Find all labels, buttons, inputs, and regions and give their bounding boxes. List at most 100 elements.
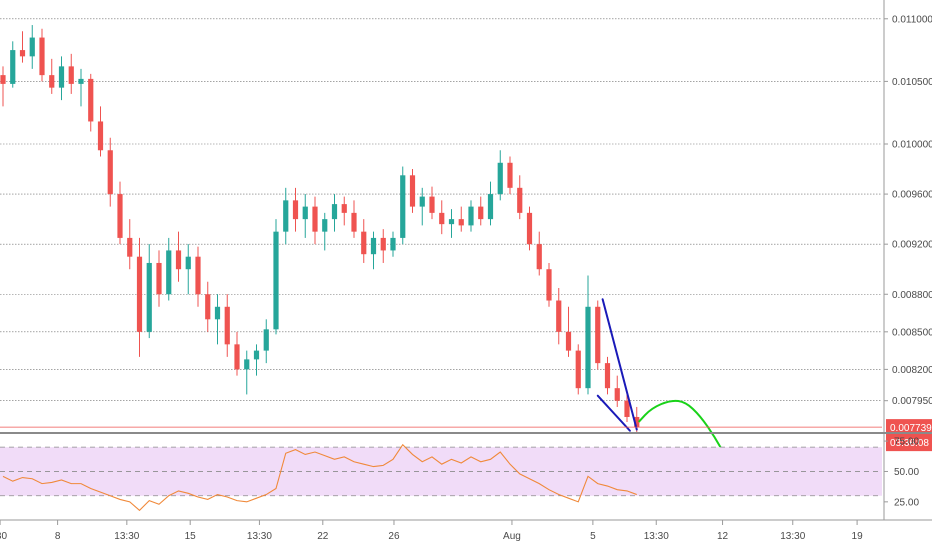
candle-down	[634, 416, 640, 427]
candle-up	[487, 194, 494, 220]
last-price-label: 0.007739	[890, 423, 932, 434]
candle-down	[49, 75, 55, 88]
candle-down	[97, 121, 104, 151]
rsi-line	[2, 443, 637, 512]
candle-down	[604, 363, 611, 389]
time-tick-label: 8	[55, 531, 61, 542]
candle-down	[526, 212, 533, 245]
time-tick-label: 13:30	[780, 531, 805, 542]
time-tick-label: 13:30	[644, 531, 669, 542]
candle-up	[497, 162, 503, 195]
candle-down	[478, 206, 484, 220]
candle-up	[78, 78, 84, 84]
candle-down	[292, 200, 299, 220]
candle-down	[439, 212, 445, 225]
candle-up	[263, 329, 269, 351]
candle-down	[429, 196, 435, 213]
candle-up	[273, 231, 279, 330]
candle-down	[224, 306, 230, 345]
candle-up	[468, 206, 474, 226]
price-tick-label: 0.007950	[892, 396, 932, 407]
price-tick-label: 0.008500	[892, 327, 932, 338]
candle-up	[146, 262, 152, 332]
candle-down	[0, 75, 6, 84]
candle-down	[39, 37, 45, 76]
candle-down	[156, 262, 162, 295]
candle-down	[546, 269, 552, 301]
candle-up	[253, 350, 260, 360]
candle-up	[58, 66, 65, 88]
trend-line	[601, 298, 638, 431]
candle-up	[283, 200, 289, 232]
candle-down	[624, 400, 630, 417]
time-tick-label: 19	[852, 531, 864, 542]
time-tick-label: 22	[317, 531, 329, 542]
candle-down	[556, 300, 562, 332]
last-price-badge	[886, 419, 932, 452]
candle-down	[536, 244, 542, 270]
candle-up	[390, 237, 396, 251]
candle-up	[322, 219, 328, 232]
candle-down	[175, 250, 182, 270]
time-tick-label: 13:30	[247, 531, 272, 542]
candle-up	[370, 237, 377, 255]
price-tick-label: 0.010500	[892, 77, 932, 88]
candle-down	[575, 350, 581, 389]
candle-down	[195, 256, 201, 295]
candle-down	[614, 388, 620, 401]
candle-down	[380, 237, 386, 251]
candle-down	[458, 219, 464, 226]
candle-up	[400, 175, 406, 238]
price-axis[interactable]: 0.011000 0.010500 0.010000 0.009600 0.009200…	[883, 0, 932, 520]
candle-up	[185, 256, 191, 270]
candle-down	[88, 78, 94, 122]
candle-down	[127, 237, 133, 257]
price-tick-label: 0.008200	[892, 365, 932, 376]
time-tick-label: 15	[185, 531, 197, 542]
rsi-axis[interactable]: 75.00 50.00 25.00	[884, 437, 919, 509]
candle-down	[517, 187, 523, 213]
candle-down	[136, 256, 143, 332]
candle-up	[585, 306, 591, 389]
candle-up	[419, 196, 425, 207]
rsi-tick-label: 75.00	[894, 437, 919, 448]
candle-down	[19, 50, 26, 57]
rsi-tick-label: 25.00	[894, 497, 919, 508]
candlesticks	[0, 25, 640, 432]
candle-down	[361, 231, 367, 255]
time-tick-label: :30	[0, 531, 7, 542]
price-tick-label: 0.011000	[892, 14, 932, 25]
time-tick-label: 12	[717, 531, 729, 542]
candle-up	[302, 206, 308, 220]
projection-curve	[637, 399, 729, 461]
drawing-annotations	[596, 298, 729, 461]
countdown-label: 03:36:08	[890, 438, 929, 449]
trend-line	[596, 394, 631, 432]
price-tick-label: 0.009200	[892, 240, 932, 251]
rsi-tick-label: 50.00	[894, 467, 919, 478]
candle-up	[10, 50, 16, 84]
candle-up	[29, 37, 35, 57]
candle-down	[205, 294, 211, 320]
candle-down	[595, 306, 601, 364]
rsi-pane	[0, 432, 932, 512]
candle-down	[565, 331, 572, 351]
candle-down	[107, 150, 113, 195]
price-tick-label: 0.009600	[892, 190, 932, 201]
time-tick-label: Aug	[503, 531, 521, 542]
time-tick-label: 5	[590, 531, 596, 542]
candle-up	[331, 204, 338, 220]
candle-down	[117, 194, 123, 238]
price-tick-label: 0.010000	[892, 140, 932, 151]
candle-up	[244, 359, 250, 370]
candle-down	[68, 66, 74, 84]
candle-down	[341, 204, 347, 213]
time-axis[interactable]: :30 8 13:30 15 13:30 22 26 Aug 5 13:30 12 13:30 19	[0, 519, 932, 542]
candle-up	[448, 219, 455, 225]
price-grid	[0, 18, 882, 401]
last-price-tag: 0.007739 03:36:08	[0, 419, 932, 452]
candle-down	[351, 212, 357, 232]
candle-up	[214, 306, 221, 320]
time-tick-label: 26	[388, 531, 400, 542]
